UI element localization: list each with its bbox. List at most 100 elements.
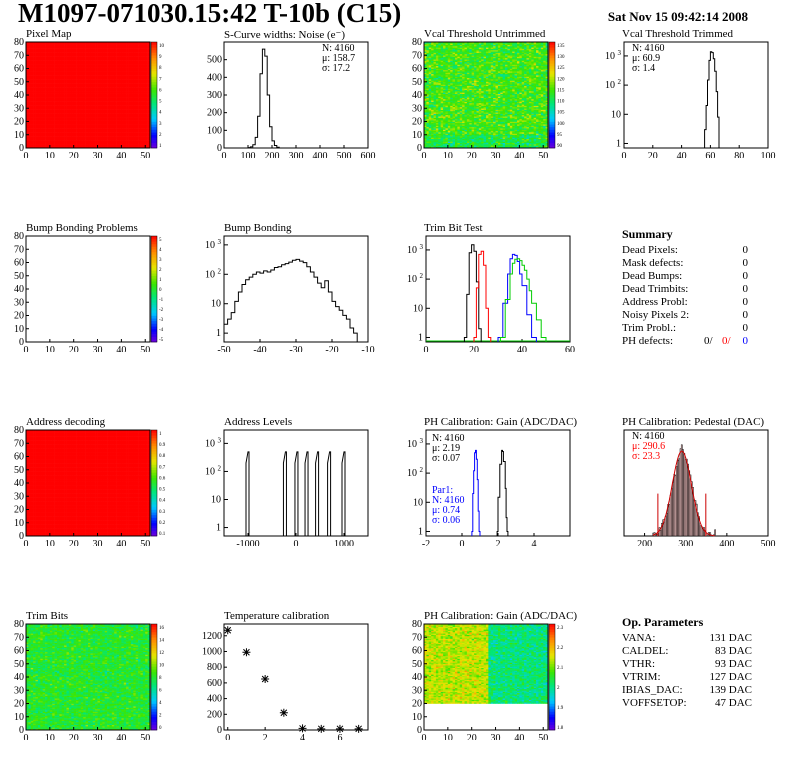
heatmap-cell bbox=[71, 109, 74, 112]
heatmap-cell bbox=[443, 65, 446, 68]
heatmap-cell bbox=[61, 45, 65, 48]
heatmap-cell bbox=[30, 138, 34, 141]
heatmap-cell bbox=[76, 92, 79, 94]
heatmap-cell bbox=[104, 114, 108, 117]
heatmap-cell bbox=[123, 109, 127, 112]
heatmap-cell bbox=[99, 134, 103, 137]
heatmap-cell bbox=[128, 44, 132, 47]
heatmap-cell bbox=[119, 52, 122, 55]
heatmap-cell bbox=[73, 109, 77, 112]
heatmap-cell bbox=[138, 43, 141, 45]
heatmap-cell bbox=[145, 48, 148, 51]
heatmap-cell bbox=[90, 138, 94, 141]
heatmap-cell bbox=[145, 69, 148, 72]
heatmap-cell bbox=[26, 65, 29, 68]
heatmap-cell bbox=[64, 79, 67, 81]
heatmap-cell bbox=[121, 104, 125, 106]
heatmap-cell bbox=[40, 91, 43, 93]
heatmap-cell bbox=[133, 146, 136, 149]
heatmap-cell bbox=[128, 128, 132, 130]
heatmap-cell bbox=[26, 97, 29, 100]
heatmap-cell bbox=[92, 129, 96, 132]
heatmap-cell bbox=[68, 126, 72, 129]
heatmap-cell bbox=[142, 142, 146, 145]
heatmap-cell bbox=[64, 52, 67, 55]
heatmap-cell bbox=[35, 142, 39, 145]
heatmap-cell bbox=[47, 130, 51, 133]
heatmap-cell bbox=[424, 124, 427, 126]
heatmap-cell bbox=[126, 129, 129, 132]
heatmap-cell bbox=[443, 118, 446, 121]
heatmap-cell bbox=[54, 69, 58, 72]
heatmap-cell bbox=[114, 120, 117, 122]
heatmap-cell bbox=[424, 136, 427, 138]
heatmap-cell bbox=[47, 128, 51, 130]
heatmap-cell bbox=[92, 142, 96, 145]
heatmap-cell bbox=[49, 68, 53, 71]
heatmap-cell bbox=[440, 53, 444, 56]
heatmap-cell bbox=[126, 93, 129, 96]
heatmap-cell bbox=[59, 96, 63, 98]
heatmap-cell bbox=[123, 113, 127, 116]
heatmap-cell bbox=[37, 59, 41, 61]
heatmap-cell bbox=[92, 76, 96, 79]
heatmap-cell bbox=[47, 57, 51, 60]
heatmap-cell bbox=[99, 47, 103, 49]
heatmap-cell bbox=[83, 43, 86, 45]
heatmap-cell bbox=[26, 61, 29, 64]
heatmap-cell bbox=[126, 146, 129, 149]
heatmap-cell bbox=[78, 61, 82, 64]
heatmap-cell bbox=[119, 59, 122, 61]
heatmap-cell bbox=[26, 84, 29, 87]
heatmap-cell bbox=[71, 89, 74, 92]
heatmap-cell bbox=[140, 108, 144, 110]
heatmap-cell bbox=[119, 92, 122, 94]
vcal-untrimmed-title: Vcal Threshold Untrimmed bbox=[424, 28, 545, 40]
heatmap-cell bbox=[40, 118, 43, 121]
heatmap-cell bbox=[135, 102, 139, 105]
heatmap-cell bbox=[52, 100, 55, 102]
heatmap-cell bbox=[438, 130, 441, 133]
heatmap-cell bbox=[45, 137, 48, 140]
heatmap-cell bbox=[107, 142, 110, 145]
heatmap-cell bbox=[54, 84, 58, 87]
heatmap-cell bbox=[26, 136, 29, 138]
heatmap-cell bbox=[57, 137, 60, 140]
heatmap-cell bbox=[30, 137, 34, 140]
heatmap-cell bbox=[33, 146, 36, 149]
heatmap-cell bbox=[123, 146, 127, 149]
heatmap-cell bbox=[128, 133, 132, 136]
heatmap-cell bbox=[443, 91, 446, 93]
heatmap-cell bbox=[35, 73, 39, 76]
heatmap-cell bbox=[431, 51, 434, 53]
heatmap-cell bbox=[147, 105, 151, 108]
heatmap-cell bbox=[42, 88, 46, 91]
heatmap-cell bbox=[78, 91, 82, 93]
heatmap-cell bbox=[37, 57, 41, 60]
heatmap-cell bbox=[114, 98, 117, 101]
heatmap-cell bbox=[116, 116, 120, 118]
heatmap-cell bbox=[438, 125, 441, 128]
heatmap-cell bbox=[80, 116, 84, 118]
heatmap-cell bbox=[42, 49, 46, 52]
heatmap-cell bbox=[26, 104, 29, 106]
heatmap-cell bbox=[71, 51, 74, 53]
heatmap-cell bbox=[47, 109, 51, 112]
heatmap-cell bbox=[64, 105, 67, 108]
heatmap-cell bbox=[111, 55, 115, 57]
heatmap-cell bbox=[443, 126, 446, 129]
heatmap-cell bbox=[26, 134, 29, 137]
heatmap-cell bbox=[97, 56, 101, 59]
heatmap-cell bbox=[128, 77, 132, 80]
heatmap-cell bbox=[128, 45, 132, 48]
heatmap-cell bbox=[97, 110, 101, 113]
heatmap-cell bbox=[104, 60, 108, 63]
heatmap-cell bbox=[440, 104, 444, 106]
heatmap-cell bbox=[54, 68, 58, 71]
heatmap-cell bbox=[116, 101, 120, 104]
heatmap-cell bbox=[102, 69, 105, 72]
heatmap-cell bbox=[61, 140, 65, 142]
heatmap-cell bbox=[64, 128, 67, 130]
heatmap-cell bbox=[83, 146, 86, 149]
heatmap-cell bbox=[102, 79, 105, 81]
